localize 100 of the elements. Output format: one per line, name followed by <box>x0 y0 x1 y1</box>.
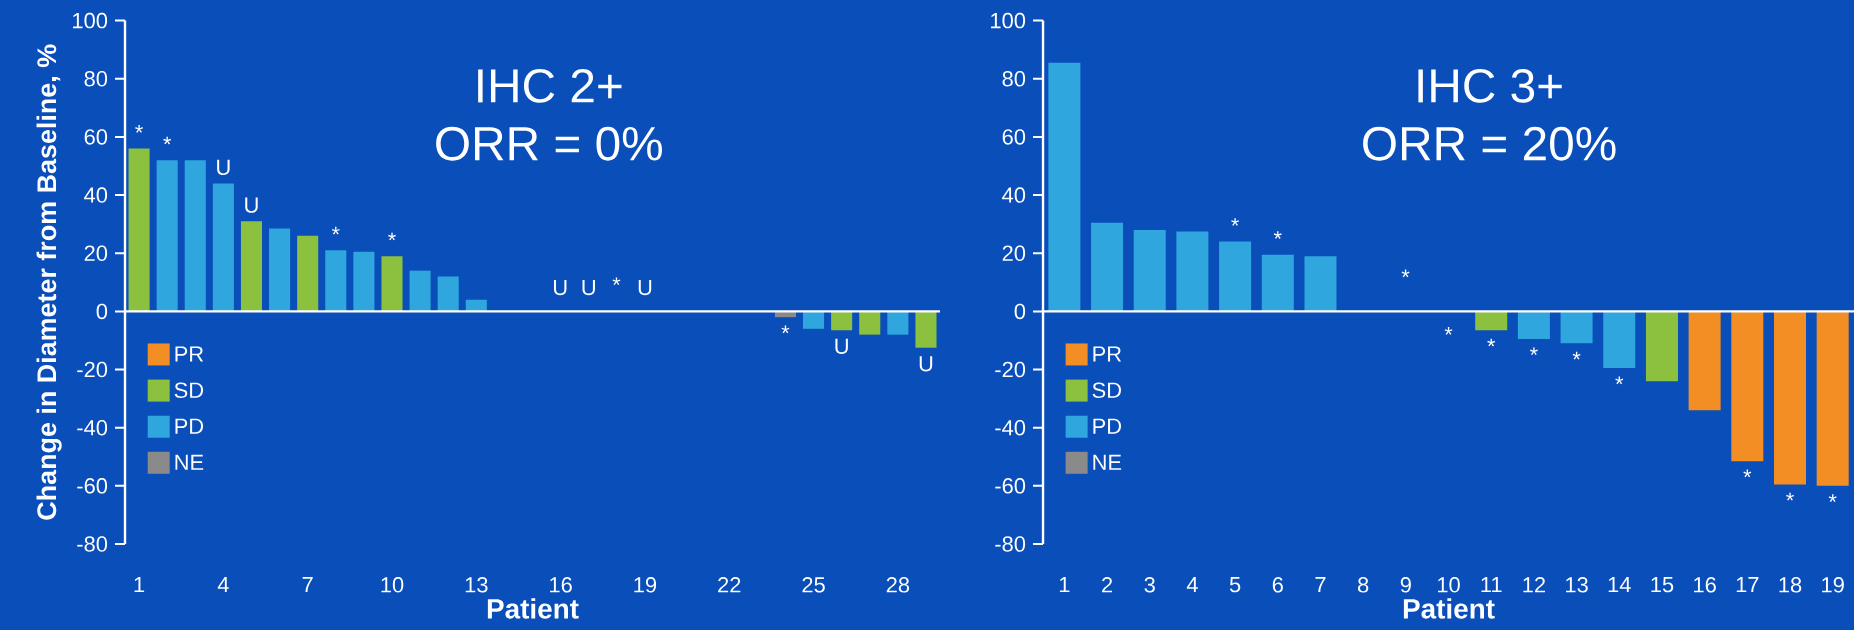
bar <box>1774 311 1807 485</box>
bar <box>1176 231 1209 312</box>
y-tick-label: -60 <box>77 478 108 494</box>
bar <box>1219 241 1252 312</box>
bar <box>1816 311 1849 486</box>
annotation: * <box>135 125 143 133</box>
text: ORR = 0% <box>436 126 662 161</box>
annotation: * <box>1615 376 1624 385</box>
annotation: * <box>1444 327 1453 335</box>
y-tick-label: 100 <box>991 12 1026 29</box>
annotation: * <box>163 136 172 145</box>
legend-label: NE <box>175 454 204 470</box>
x-tick-label: 10 <box>1438 577 1460 593</box>
x-tick-label: 5 <box>1229 577 1241 593</box>
y-tick-label: 0 <box>96 303 108 320</box>
x-tick-label: 1 <box>1059 577 1070 593</box>
x-axis-title: Patient <box>487 598 579 619</box>
annotation: * <box>612 277 621 286</box>
y-tick-label: 100 <box>73 12 108 29</box>
bar <box>156 160 178 312</box>
bar <box>1517 311 1550 339</box>
y-tick-label: 0 <box>1014 303 1026 320</box>
x-axis-title: Patient <box>1403 598 1495 619</box>
bar <box>269 228 291 312</box>
annotation: * <box>331 226 340 235</box>
annotation: * <box>1273 231 1282 239</box>
y-tick-label: -80 <box>995 536 1026 552</box>
bar <box>297 235 319 312</box>
bar <box>437 276 459 312</box>
legend-label: SD <box>1092 382 1122 398</box>
x-tick-label: 28 <box>886 577 910 593</box>
y-tick-label: 40 <box>84 187 108 203</box>
bar <box>1688 311 1721 411</box>
annotation: * <box>1743 469 1752 478</box>
bar <box>1645 311 1678 382</box>
x-tick-label: 10 <box>381 577 404 593</box>
x-tick-label: 8 <box>1358 577 1369 593</box>
annotation: U <box>638 279 652 296</box>
x-tick-label: 16 <box>550 577 572 593</box>
annotation: * <box>1231 218 1240 226</box>
x-tick-label: 22 <box>718 577 741 593</box>
annotation: U <box>582 279 595 296</box>
y-tick-label: 60 <box>84 129 108 145</box>
bar <box>128 148 150 312</box>
y-axis-title: Change in Diameter from Baseline, % <box>36 44 62 520</box>
bar <box>240 221 263 312</box>
text: ORR = 20% <box>1363 126 1616 161</box>
y-tick-label: 40 <box>1002 187 1026 203</box>
annotation: U <box>553 279 567 296</box>
x-tick-label: 1 <box>134 577 145 593</box>
y-tick-label: 20 <box>1002 245 1026 261</box>
bar <box>1261 254 1294 312</box>
y-tick-label: -20 <box>77 361 108 378</box>
annotation: * <box>781 325 790 334</box>
bar <box>1304 256 1337 312</box>
annotation: * <box>1828 494 1837 502</box>
annotation: * <box>1401 269 1410 278</box>
x-tick-label: 12 <box>1523 577 1545 593</box>
y-tick-label: -20 <box>995 361 1026 378</box>
y-tick-label: -40 <box>77 419 108 436</box>
annotation: * <box>1786 492 1794 501</box>
annotation: * <box>1529 347 1538 356</box>
x-tick-label: 4 <box>217 577 229 593</box>
bar <box>915 311 937 348</box>
bar <box>859 311 881 335</box>
bar <box>1731 311 1764 462</box>
bar <box>184 160 206 312</box>
x-tick-label: 4 <box>1186 577 1198 593</box>
bar <box>1048 62 1081 312</box>
legend-label: PR <box>175 346 204 362</box>
x-tick-label: 7 <box>1315 577 1326 593</box>
x-tick-label: 17 <box>1736 577 1759 593</box>
legend-label: PR <box>1093 346 1122 362</box>
y-tick-label: -40 <box>995 419 1026 436</box>
bar <box>381 256 403 312</box>
bar <box>1603 311 1636 369</box>
bar <box>1091 222 1124 312</box>
text: IHC 2+ <box>478 69 622 103</box>
text: IHC 3+ <box>1418 69 1562 103</box>
y-tick-label: 80 <box>84 71 108 87</box>
x-tick-label: 6 <box>1272 577 1283 593</box>
x-tick-label: 19 <box>1822 577 1844 593</box>
legend-label: NE <box>1093 454 1122 470</box>
x-tick-label: 15 <box>1651 577 1674 593</box>
annotation: * <box>1572 351 1581 360</box>
x-tick-label: 19 <box>634 577 657 593</box>
y-tick-label: 20 <box>84 245 108 261</box>
legend-label: PD <box>175 418 204 434</box>
annotation: * <box>1487 338 1496 347</box>
x-tick-label: 13 <box>465 577 488 593</box>
x-tick-label: 18 <box>1779 577 1802 593</box>
bar <box>887 311 909 335</box>
x-tick-label: 13 <box>1566 577 1588 593</box>
y-tick-label: -80 <box>77 536 108 552</box>
x-tick-label: 3 <box>1144 577 1155 593</box>
bar <box>1560 311 1593 344</box>
annotation: * <box>388 232 396 241</box>
annotation: U <box>919 356 933 372</box>
x-tick-label: 9 <box>1400 577 1411 593</box>
bar <box>325 250 347 312</box>
